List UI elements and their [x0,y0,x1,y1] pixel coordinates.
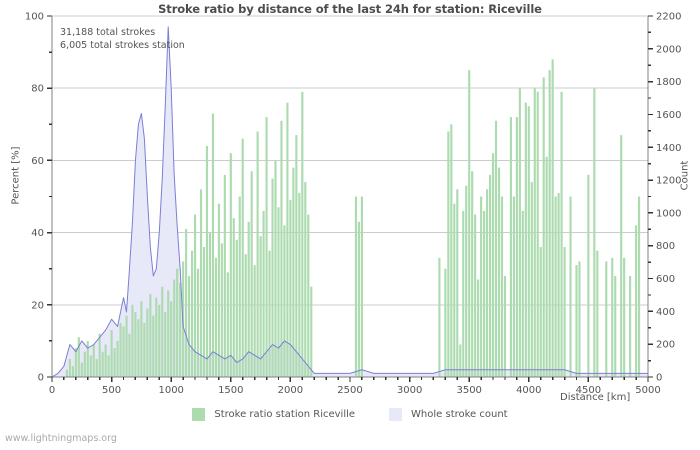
svg-text:1800: 1800 [656,77,681,88]
chart-legend: Stroke ratio station Riceville Whole str… [0,408,700,421]
svg-text:60: 60 [31,156,44,167]
svg-text:20: 20 [31,300,44,311]
svg-text:5000: 5000 [635,385,660,396]
x-axis-label: Distance [km] [560,392,631,403]
footer-watermark: www.lightningmaps.org [5,433,117,444]
chart-title: Stroke ratio by distance of the last 24h… [158,2,542,16]
total-strokes-annotation: 31,188 total strokes 6,005 total strokes… [60,26,185,52]
legend-swatch-stroke-ratio [192,408,206,421]
svg-text:3500: 3500 [456,385,481,396]
legend-entry-stroke-ratio: Stroke ratio station Riceville [192,408,355,421]
annotation-line-total-strokes: 31,188 total strokes [60,27,156,38]
svg-text:2500: 2500 [337,385,362,396]
svg-text:1500: 1500 [218,385,243,396]
legend-label-whole-stroke-count: Whole stroke count [411,409,508,420]
svg-text:600: 600 [656,274,675,285]
svg-text:0: 0 [38,373,44,384]
annotation-line-total-strokes-station: 6,005 total strokes station [60,40,185,51]
svg-text:1000: 1000 [656,208,681,219]
svg-text:1600: 1600 [656,110,681,121]
svg-text:2000: 2000 [656,44,681,55]
svg-text:0: 0 [49,385,55,396]
svg-text:800: 800 [656,241,675,252]
svg-text:4000: 4000 [516,385,541,396]
svg-text:200: 200 [656,340,675,351]
legend-entry-whole-stroke-count: Whole stroke count [389,408,508,421]
svg-text:4500: 4500 [576,385,601,396]
svg-text:1400: 1400 [656,143,681,154]
svg-text:40: 40 [31,228,44,239]
svg-text:400: 400 [656,307,675,318]
svg-text:2000: 2000 [278,385,303,396]
y-axis-right-label: Count [679,160,691,191]
y-axis-left-label: Percent [%] [10,146,22,205]
legend-swatch-whole-stroke-count [389,408,403,421]
svg-text:1200: 1200 [656,176,681,187]
svg-text:500: 500 [102,385,121,396]
legend-label-stroke-ratio: Stroke ratio station Riceville [214,409,356,420]
svg-text:100: 100 [25,12,44,23]
svg-text:2200: 2200 [656,12,681,23]
svg-text:0: 0 [656,373,662,384]
svg-text:1000: 1000 [158,385,183,396]
svg-text:3000: 3000 [397,385,422,396]
svg-text:80: 80 [31,84,44,95]
